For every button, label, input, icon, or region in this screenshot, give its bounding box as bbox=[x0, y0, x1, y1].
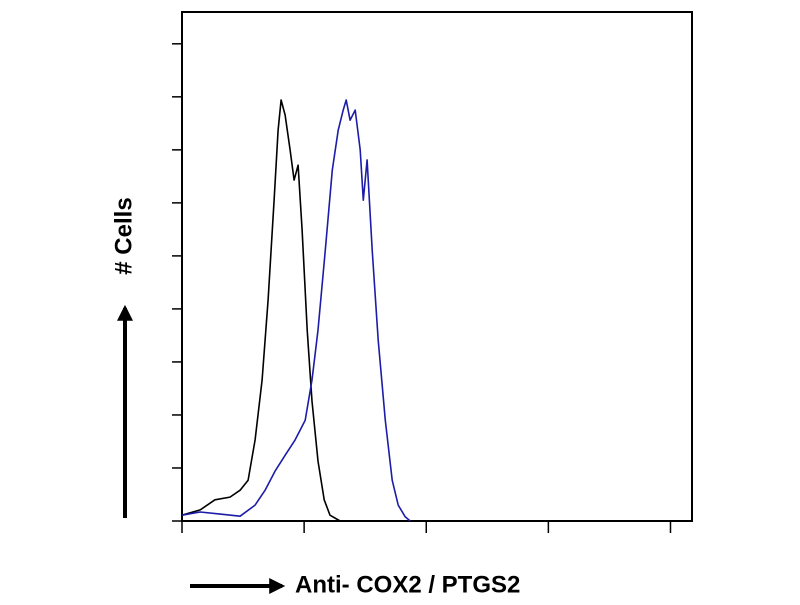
plot-frame bbox=[181, 11, 693, 522]
y-axis-label: # Cells bbox=[110, 197, 137, 274]
histogram-line bbox=[181, 99, 411, 522]
x-axis-label: Anti- COX2 / PTGS2 bbox=[295, 571, 520, 598]
histogram-line bbox=[181, 99, 341, 522]
